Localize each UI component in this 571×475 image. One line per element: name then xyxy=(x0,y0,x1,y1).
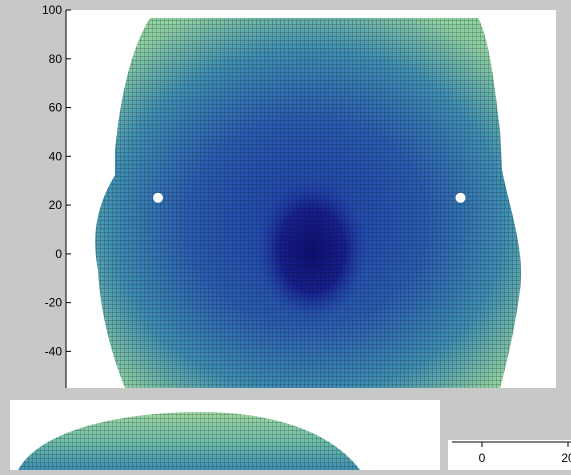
y-tick-label: 40 xyxy=(49,149,63,163)
y-axis-ticks: 100 80 60 40 20 0 -20 -40 xyxy=(42,3,71,358)
eye-marker-point xyxy=(455,192,466,203)
y-tick-label: 60 xyxy=(49,101,63,115)
eye-markers xyxy=(153,192,466,203)
y-tick-label: 20 xyxy=(49,198,63,212)
eye-marker-point xyxy=(153,192,163,203)
y-tick-label: 80 xyxy=(49,52,63,66)
second-surface-plot xyxy=(10,400,440,470)
x-tick-label: 0 xyxy=(479,451,486,465)
second-figure-panel xyxy=(0,390,448,470)
y-tick-label: -20 xyxy=(45,296,63,310)
secondary-x-ticks: 0 20 xyxy=(479,442,571,465)
x-tick-label: 20 xyxy=(561,451,571,465)
y-tick-label: 100 xyxy=(42,3,62,17)
head-top-mesh xyxy=(18,412,360,470)
surface-mesh-grid xyxy=(95,18,521,388)
y-tick-label: -40 xyxy=(45,344,63,358)
secondary-x-axis: 0 20 xyxy=(448,440,571,470)
y-tick-label: 0 xyxy=(55,247,62,261)
face-surface xyxy=(95,18,521,388)
